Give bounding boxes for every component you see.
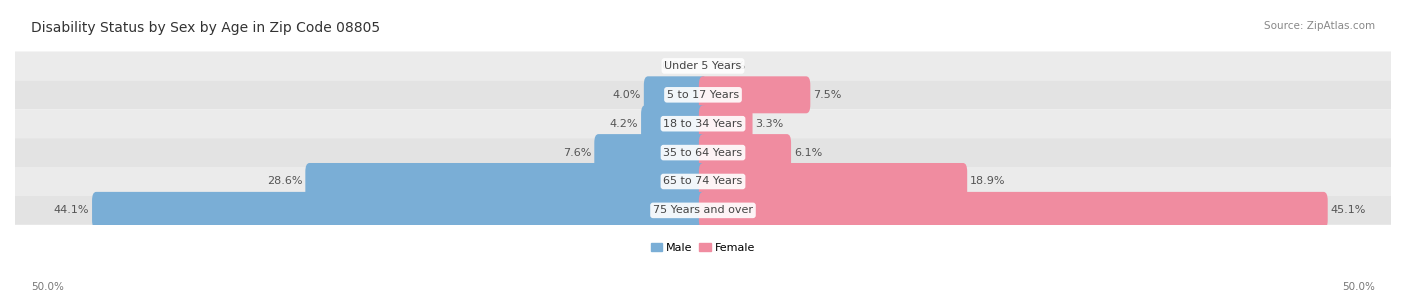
Text: 0.0%: 0.0% — [717, 61, 745, 71]
FancyBboxPatch shape — [91, 192, 707, 229]
FancyBboxPatch shape — [699, 134, 792, 171]
Text: 0.0%: 0.0% — [661, 61, 689, 71]
FancyBboxPatch shape — [15, 80, 1391, 109]
Text: 65 to 74 Years: 65 to 74 Years — [664, 177, 742, 186]
FancyBboxPatch shape — [15, 167, 1391, 196]
FancyBboxPatch shape — [699, 163, 967, 200]
Text: 18.9%: 18.9% — [970, 177, 1005, 186]
Text: 6.1%: 6.1% — [794, 148, 823, 157]
FancyBboxPatch shape — [644, 76, 707, 113]
Text: 3.3%: 3.3% — [755, 119, 783, 129]
Text: 50.0%: 50.0% — [31, 282, 63, 292]
Text: Disability Status by Sex by Age in Zip Code 08805: Disability Status by Sex by Age in Zip C… — [31, 21, 380, 35]
Text: 7.6%: 7.6% — [564, 148, 592, 157]
FancyBboxPatch shape — [699, 192, 1327, 229]
Text: 4.2%: 4.2% — [610, 119, 638, 129]
Text: 75 Years and over: 75 Years and over — [652, 206, 754, 215]
Text: 45.1%: 45.1% — [1330, 206, 1365, 215]
Text: 4.0%: 4.0% — [613, 90, 641, 100]
Text: 50.0%: 50.0% — [1343, 282, 1375, 292]
FancyBboxPatch shape — [595, 134, 707, 171]
FancyBboxPatch shape — [699, 76, 810, 113]
Text: 35 to 64 Years: 35 to 64 Years — [664, 148, 742, 157]
Text: 7.5%: 7.5% — [813, 90, 841, 100]
FancyBboxPatch shape — [15, 196, 1391, 225]
FancyBboxPatch shape — [15, 51, 1391, 80]
FancyBboxPatch shape — [15, 109, 1391, 138]
FancyBboxPatch shape — [641, 105, 707, 142]
FancyBboxPatch shape — [15, 138, 1391, 167]
Text: Source: ZipAtlas.com: Source: ZipAtlas.com — [1264, 21, 1375, 31]
Legend: Male, Female: Male, Female — [647, 238, 759, 257]
Text: Under 5 Years: Under 5 Years — [665, 61, 741, 71]
Text: 5 to 17 Years: 5 to 17 Years — [666, 90, 740, 100]
Text: 28.6%: 28.6% — [267, 177, 302, 186]
Text: 44.1%: 44.1% — [53, 206, 90, 215]
Text: 18 to 34 Years: 18 to 34 Years — [664, 119, 742, 129]
FancyBboxPatch shape — [305, 163, 707, 200]
FancyBboxPatch shape — [699, 105, 752, 142]
